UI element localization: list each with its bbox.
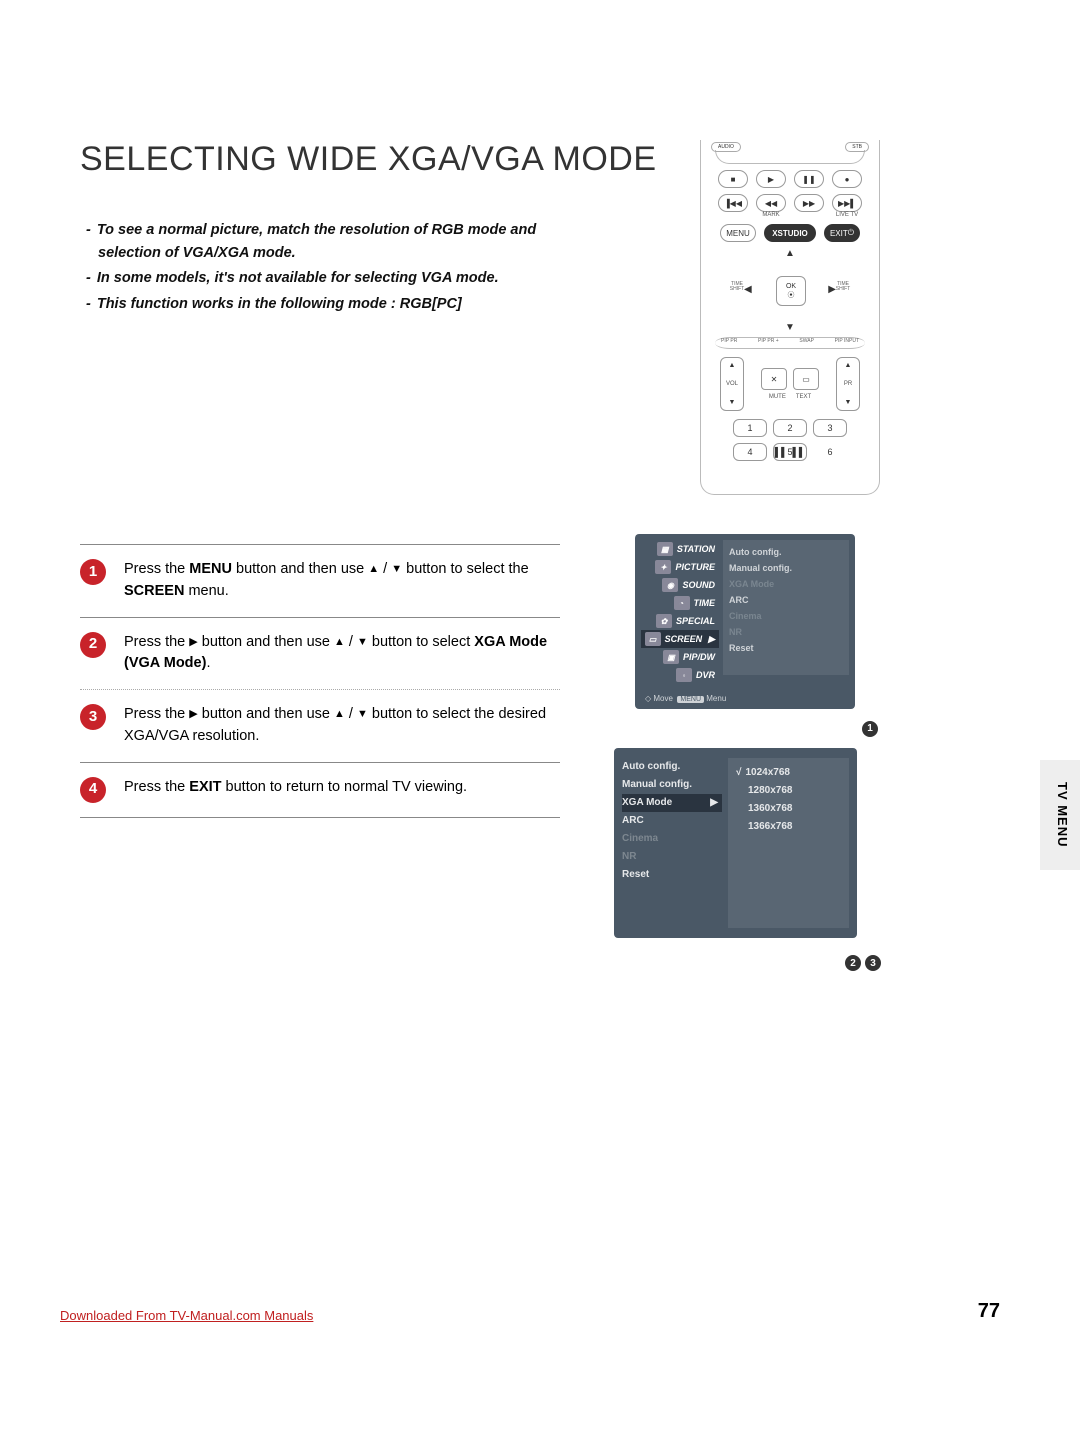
dpad-up-icon[interactable]: ▲ — [785, 248, 795, 259]
osd1-r-reset[interactable]: Reset — [729, 640, 843, 656]
osd1-time[interactable]: ◔TIME — [641, 594, 719, 612]
step-2: 2 Press the ▶ button and then use ▲ / ▼ … — [80, 618, 560, 690]
osd1-sound[interactable]: ◉SOUND — [641, 576, 719, 594]
step-3: 3 Press the ▶ button and then use ▲ / ▼ … — [80, 690, 560, 762]
osd1-dvr[interactable]: ◦DVR — [641, 666, 719, 684]
osd1-screen[interactable]: ▭SCREEN▶ — [641, 630, 719, 648]
osd1-pipdw[interactable]: ▣PIP/DW — [641, 648, 719, 666]
dpad-left-label: TIME SHIFT — [728, 282, 746, 292]
osd2-callout: 2 3 — [845, 955, 881, 971]
swap-label: SWAP — [799, 338, 814, 348]
remote-xstudio-button[interactable]: XSTUDIO — [764, 224, 816, 242]
osd2-nr: NR — [622, 848, 722, 866]
osd1-r-cinema: Cinema — [729, 608, 843, 624]
remote-num-4[interactable]: 4 — [733, 443, 767, 461]
remote-num-2[interactable]: 2 — [773, 419, 807, 437]
osd2-res-1280[interactable]: 1280x768 — [736, 782, 841, 800]
remote-pause-button[interactable]: ❚❚ — [794, 170, 824, 188]
steps-list: 1 Press the MENU button and then use ▲ /… — [80, 544, 560, 818]
remote-num-3[interactable]: 3 — [813, 419, 847, 437]
osd1-callout: 1 — [862, 718, 878, 737]
osd2-auto[interactable]: Auto config. — [622, 758, 722, 776]
remote-rewind-button[interactable]: ◀◀ — [756, 194, 786, 212]
intro-notes: -To see a normal picture, match the reso… — [80, 219, 600, 316]
remote-prev-button[interactable]: ▐◀◀ — [718, 194, 748, 212]
osd2-cinema: Cinema — [622, 830, 722, 848]
remote-stb-label: STB — [845, 142, 869, 152]
remote-play-button[interactable]: ▶ — [756, 170, 786, 188]
osd1-r-xga: XGA Mode — [729, 576, 843, 592]
remote-text-label: TEXT — [796, 394, 811, 400]
osd1-hint: ◇ Move MENU Menu — [645, 694, 726, 703]
osd-xga-submenu: Auto config. Manual config. XGA Mode▶ AR… — [614, 748, 857, 938]
osd1-r-arc[interactable]: ARC — [729, 592, 843, 608]
remote-mute-label: MUTE — [769, 394, 786, 400]
pip-pr-plus-label: PIP PR + — [758, 338, 779, 348]
remote-livetv-label: LIVE TV — [836, 212, 858, 218]
remote-exit-button[interactable]: EXIT⏻ — [824, 224, 860, 242]
remote-dpad[interactable]: ▲ ▼ ◀ ▶ TIME SHIFT TIME SHIFT OK⦿ — [730, 248, 850, 333]
section-tab-label: TV MENU — [1055, 782, 1070, 848]
osd1-special[interactable]: ✿SPECIAL — [641, 612, 719, 630]
osd2-res-1366[interactable]: 1366x768 — [736, 818, 841, 836]
osd2-res-1024[interactable]: √1024x768 — [736, 764, 841, 782]
osd-main-menu: ▦STATION ✦PICTURE ◉SOUND ◔TIME ✿SPECIAL … — [635, 534, 855, 709]
intro-line-3: This function works in the following mod… — [97, 296, 462, 312]
step-badge-2: 2 — [80, 632, 106, 658]
step-4: 4 Press the EXIT button to return to nor… — [80, 763, 560, 817]
remote-vol-rocker[interactable]: ▲VOL▼ — [720, 357, 744, 411]
step-badge-4: 4 — [80, 777, 106, 803]
osd2-arc[interactable]: ARC — [622, 812, 722, 830]
osd1-station[interactable]: ▦STATION — [641, 540, 719, 558]
osd2-manual[interactable]: Manual config. — [622, 776, 722, 794]
remote-record-button[interactable]: ● — [832, 170, 862, 188]
remote-control-diagram: AUDIO X STB ■ ▶ ❚❚ ● ▐◀◀ ◀◀ MARK ▶▶ ▶▶▌ … — [700, 140, 880, 495]
remote-audio-label: AUDIO — [711, 142, 741, 152]
intro-line-2: In some models, it's not available for s… — [97, 270, 499, 286]
remote-num-6[interactable]: 6 — [813, 443, 847, 461]
step-badge-3: 3 — [80, 704, 106, 730]
remote-mute-button[interactable]: ✕ — [761, 368, 787, 390]
pip-input-label: PIP INPUT — [835, 338, 859, 348]
remote-num-5[interactable]: ▌▌5 ▌▌ — [773, 443, 807, 461]
dpad-right-label: TIME SHIFT — [834, 282, 852, 292]
remote-menu-button[interactable]: MENU — [720, 224, 756, 242]
intro-line-1: To see a normal picture, match the resol… — [97, 222, 536, 261]
pip-pr-label: PIP PR — [721, 338, 737, 348]
remote-ok-button[interactable]: OK⦿ — [776, 276, 806, 306]
osd1-r-manual[interactable]: Manual config. — [729, 560, 843, 576]
osd2-res-1360[interactable]: 1360x768 — [736, 800, 841, 818]
step-1: 1 Press the MENU button and then use ▲ /… — [80, 545, 560, 617]
dpad-down-icon[interactable]: ▼ — [785, 322, 795, 333]
remote-stop-button[interactable]: ■ — [718, 170, 748, 188]
osd1-r-auto[interactable]: Auto config. — [729, 544, 843, 560]
remote-num-1[interactable]: 1 — [733, 419, 767, 437]
osd2-reset[interactable]: Reset — [622, 866, 722, 884]
osd2-xga[interactable]: XGA Mode▶ — [622, 794, 722, 812]
remote-next-button[interactable]: ▶▶▌ — [832, 194, 862, 212]
remote-pr-rocker[interactable]: ▲PR▼ — [836, 357, 860, 411]
step-badge-1: 1 — [80, 559, 106, 585]
page-number: 77 — [978, 1300, 1000, 1323]
download-source-link[interactable]: Downloaded From TV-Manual.com Manuals — [60, 1308, 313, 1323]
remote-text-button[interactable]: ▭ — [793, 368, 819, 390]
osd1-r-nr: NR — [729, 624, 843, 640]
osd1-picture[interactable]: ✦PICTURE — [641, 558, 719, 576]
remote-mark-label: MARK — [762, 212, 779, 218]
remote-ff-button[interactable]: ▶▶ — [794, 194, 824, 212]
